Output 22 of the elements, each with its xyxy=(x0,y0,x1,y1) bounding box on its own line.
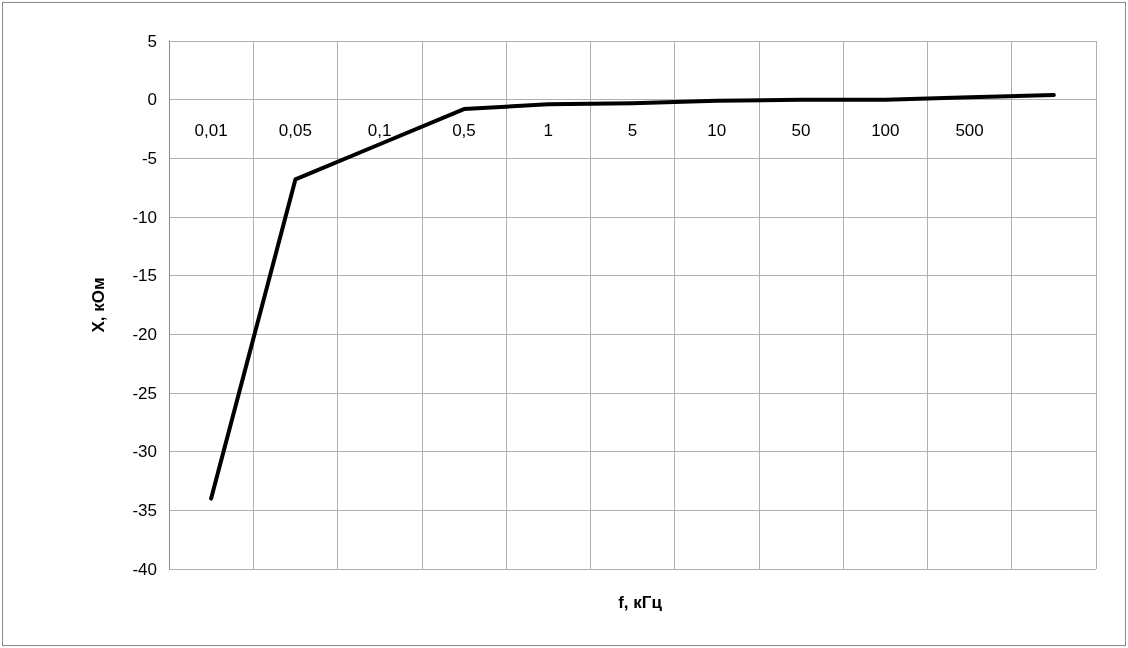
y-tick-label: -35 xyxy=(132,500,157,520)
x-tick-label: 0,05 xyxy=(278,120,312,140)
x-tick-label: 50 xyxy=(791,120,811,140)
y-tick-label: 0 xyxy=(147,90,157,110)
y-tick-label: -25 xyxy=(132,383,157,403)
y-tick-label: 5 xyxy=(147,31,157,51)
x-tick-label: 500 xyxy=(955,120,984,140)
x-tick-label: 1 xyxy=(543,120,553,140)
x-tick-label: 0,1 xyxy=(367,120,392,140)
x-tick-label: 100 xyxy=(871,120,900,140)
x-tick-label: 0,01 xyxy=(194,120,228,140)
y-tick-label: -15 xyxy=(132,266,157,286)
y-tick-label: -40 xyxy=(132,559,157,579)
y-tick-label: -5 xyxy=(141,148,157,168)
y-tick-label: -30 xyxy=(132,442,157,462)
y-axis-title: X, кОм xyxy=(89,277,108,333)
y-tick-label: -20 xyxy=(132,324,157,344)
x-tick-label: 0,5 xyxy=(452,120,476,140)
x-tick-label: 10 xyxy=(707,120,727,140)
x-tick-label: 5 xyxy=(627,120,638,140)
x-axis-title: f, кГц xyxy=(618,593,663,612)
y-tick-label: -10 xyxy=(132,207,157,227)
